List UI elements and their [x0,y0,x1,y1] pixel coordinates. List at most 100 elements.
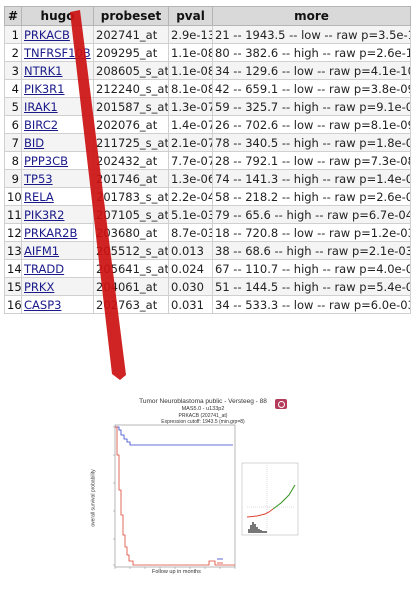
table-row: 7 BID 211725_s_at 2.1e-07 78 -- 340.5 -- hig… [4,133,411,152]
more-cell: 51 -- 144.5 -- high -- raw p=5.4e-03 [212,277,411,296]
table-row: 3 NTRK1 208605_s_at 1.1e-08 34 -- 129.6 -- l… [4,61,411,80]
table-row: 10 RELA 201783_s_at 2.2e-04 58 -- 218.2 -- h… [4,187,411,206]
table-row: 16 CASP3 202763_at 0.031 34 -- 533.3 -- low … [4,295,411,314]
more-cell: 34 -- 129.6 -- low -- raw p=4.1e-10 [212,61,411,80]
column-header[interactable]: probeset [93,6,169,26]
hugo-cell: TP53 [21,169,94,188]
more-cell: 80 -- 382.6 -- high -- raw p=2.6e-10 [212,43,411,62]
figure-subtitle: MAS5.0 - u133p2 [181,406,225,412]
r2-logo-icon [275,399,287,409]
probeset-cell: 201587_s_at [93,97,169,116]
row-number: 16 [4,295,22,314]
inset-expression-curve-high [272,484,296,510]
probeset-cell: 202763_at [93,295,169,314]
hugo-cell: CASP3 [21,295,94,314]
hugo-cell: PRKACB [21,25,94,44]
table-body: 1 PRKACB 202741_at 2.9e-13 21 -- 1943.5 -- l… [4,25,411,314]
more-cell: 18 -- 720.8 -- low -- raw p=1.2e-03 [212,223,411,242]
probeset-cell: 202076_at [93,115,169,134]
gene-link[interactable]: TNFRSF10B [24,45,91,60]
row-number: 9 [4,169,22,188]
more-cell: 42 -- 659.1 -- low -- raw p=3.8e-09 [212,79,411,98]
more-cell: 58 -- 218.2 -- high -- raw p=2.6e-05 [212,187,411,206]
figure-title: Tumor Neuroblastoma public - Versteeg - … [139,398,267,405]
hugo-cell: IRAK1 [21,97,94,116]
hugo-cell: BID [21,133,94,152]
gene-link[interactable]: PRKX [24,279,55,294]
more-cell: 67 -- 110.7 -- high -- raw p=4.0e-03 [212,259,411,278]
gene-link[interactable]: AIFM1 [24,243,60,258]
gene-link[interactable]: IRAK1 [24,99,58,114]
figure-gene: PRKACB (202741_at) [178,413,228,419]
probeset-cell: 204061_at [93,277,169,296]
row-number: 12 [4,223,22,242]
inset-panel [241,462,299,536]
pval-cell: 7.7e-07 [168,151,213,170]
more-cell: 21 -- 1943.5 -- low -- raw p=3.5e-15 [212,25,411,44]
x-axis-label: Follow up in months [152,569,201,575]
column-header[interactable]: # [4,6,22,26]
row-number: 7 [4,133,22,152]
hugo-cell: TRADD [21,259,94,278]
y-axis-ticks [113,426,115,566]
more-cell: 38 -- 68.6 -- high -- raw p=2.1e-03 [212,241,411,260]
hugo-cell: PIK3R1 [21,79,94,98]
gene-link[interactable]: PRKACB [24,27,70,42]
hugo-cell: RELA [21,187,94,206]
results-table: # hugo probeset pval more 1 PRKACB 202741_at 2.… [4,6,411,314]
gene-link[interactable]: BID [24,135,45,150]
pval-cell: 1.3e-07 [168,97,213,116]
gene-link[interactable]: PPP3CB [24,153,69,168]
row-number: 4 [4,79,22,98]
gene-link[interactable]: PRKAR2B [24,225,78,240]
probeset-cell: 205512_s_at [93,241,169,260]
row-number: 5 [4,97,22,116]
table-row: 5 IRAK1 201587_s_at 1.3e-07 59 -- 325.7 -- h… [4,97,411,116]
hugo-cell: TNFRSF10B [21,43,94,62]
hugo-cell: PPP3CB [21,151,94,170]
survival-curve-high [115,426,233,446]
pval-cell: 0.030 [168,277,213,296]
more-cell: 26 -- 702.6 -- low -- raw p=8.1e-09 [212,115,411,134]
hugo-cell: AIFM1 [21,241,94,260]
plot-legend [217,558,223,564]
column-header[interactable]: pval [168,6,213,26]
table-row: 6 BIRC2 202076_at 1.4e-07 26 -- 702.6 -- low… [4,115,411,134]
pval-cell: 1.4e-07 [168,115,213,134]
gene-link[interactable]: BIRC2 [24,117,59,132]
more-cell: 79 -- 65.6 -- high -- raw p=6.7e-04 [212,205,411,224]
x-axis-ticks [114,567,236,569]
gene-link[interactable]: NTRK1 [24,63,63,78]
probeset-cell: 211725_s_at [93,133,169,152]
gene-link[interactable]: CASP3 [24,297,62,312]
gene-link[interactable]: PIK3R1 [24,81,65,96]
gene-link[interactable]: PIK3R2 [24,207,65,222]
kaplan-meier-figure[interactable]: Tumor Neuroblastoma public - Versteeg - … [91,395,309,578]
row-number: 2 [4,43,22,62]
more-cell: 34 -- 533.3 -- low -- raw p=6.0e-03 [212,295,411,314]
table-row: 9 TP53 201746_at 1.3e-06 74 -- 141.3 -- high… [4,169,411,188]
row-number: 1 [4,25,22,44]
row-number: 6 [4,115,22,134]
row-number: 3 [4,61,22,80]
hugo-cell: PRKX [21,277,94,296]
column-header[interactable]: more [212,6,411,26]
gene-link[interactable]: TP53 [24,171,53,186]
inset-histogram [248,522,267,533]
hugo-cell: NTRK1 [21,61,94,80]
table-row: 2 TNFRSF10B 209295_at 1.1e-08 80 -- 382.6 --… [4,43,411,62]
gene-link[interactable]: RELA [24,189,54,204]
figure-cutoff: Expression cutoff: 1943.5 (min.grp=8) [161,419,245,425]
probeset-cell: 205641_s_at [93,259,169,278]
survival-curve-low [115,426,235,566]
row-number: 10 [4,187,22,206]
table-header-row: # hugo probeset pval more [4,6,411,26]
more-cell: 74 -- 141.3 -- high -- raw p=1.4e-07 [212,169,411,188]
row-number: 11 [4,205,22,224]
gene-link[interactable]: TRADD [24,261,65,276]
column-header[interactable]: hugo [21,6,94,26]
pval-cell: 1.3e-06 [168,169,213,188]
table-row: 14 TRADD 205641_s_at 0.024 67 -- 110.7 -- hi… [4,259,411,278]
y-axis-label: overall survival probability [90,469,97,527]
